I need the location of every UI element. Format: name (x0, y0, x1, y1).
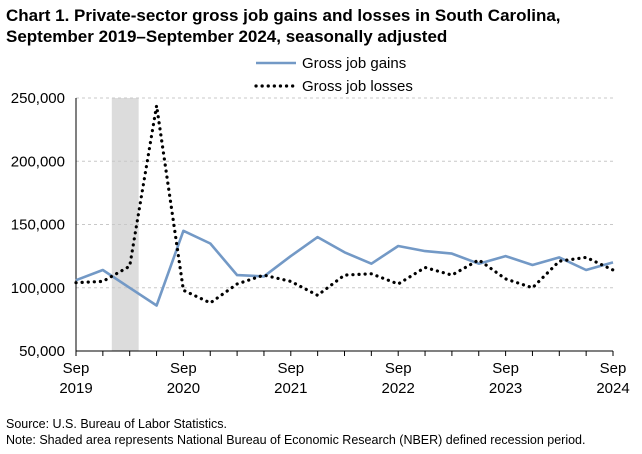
x-tick-label-month: Sep (385, 360, 412, 377)
chart-notes: Source: U.S. Bureau of Labor Statistics.… (6, 416, 585, 448)
chart-title-line2: September 2019–September 2024, seasonall… (6, 27, 448, 46)
x-tick-label-year: 2021 (274, 380, 307, 397)
y-tick-label: 200,000 (11, 153, 65, 170)
x-tick-label-month: Sep (63, 360, 90, 377)
legend-label: Gross job losses (302, 78, 413, 95)
legend-label: Gross job gains (302, 55, 406, 72)
y-tick-label: 50,000 (19, 343, 65, 360)
x-tick-label-year: 2019 (59, 380, 92, 397)
x-tick-label-month: Sep (277, 360, 304, 377)
legend: Gross job gains Gross job losses (254, 55, 413, 95)
x-tick-label-year: 2022 (382, 380, 415, 397)
chart-title: Chart 1. Private-sector gross job gains … (6, 5, 636, 47)
recession-note: Note: Shaded area represents National Bu… (6, 433, 586, 447)
x-tick-label-year: 2020 (167, 380, 200, 397)
source-note: Source: U.S. Bureau of Labor Statistics. (6, 417, 227, 431)
series (74, 103, 615, 307)
gross-job-gains-line (75, 229, 614, 307)
gridlines (76, 97, 613, 289)
x-tick-label-month: Sep (492, 360, 519, 377)
y-tick-label: 250,000 (11, 90, 65, 107)
x-tick-label-year: 2024 (596, 380, 629, 397)
gross-job-losses-line (74, 103, 615, 305)
x-tick-label-month: Sep (170, 360, 197, 377)
axes: 50,000 100,000 150,000 200,000 250,000 Sep 201… (11, 90, 630, 397)
x-tick-label-year: 2023 (489, 380, 522, 397)
chart-title-line1: Chart 1. Private-sector gross job gains … (6, 6, 561, 25)
x-tick-label-month: Sep (600, 360, 627, 377)
y-tick-label: 150,000 (11, 217, 65, 234)
y-tick-label: 100,000 (11, 280, 65, 297)
